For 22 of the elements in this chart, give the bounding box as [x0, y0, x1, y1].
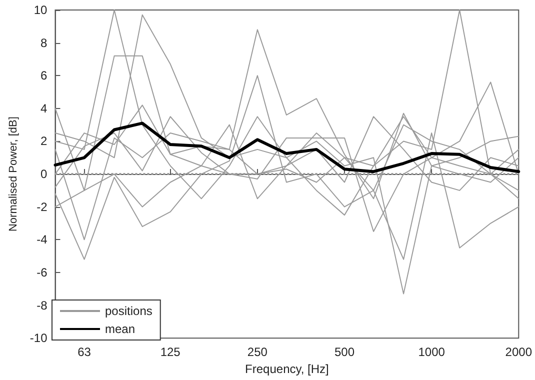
x-tick-label: 125	[160, 345, 181, 360]
y-tick-label: 4	[40, 101, 48, 116]
y-tick-label: -8	[36, 298, 48, 312]
y-tick-label: -6	[36, 265, 48, 280]
x-tick-label: 2000	[505, 345, 532, 360]
y-tick-label: -4	[36, 232, 48, 247]
x-tick-label: 250	[247, 345, 268, 360]
y-tick-label: 6	[40, 68, 48, 83]
y-tick-label: 2	[40, 134, 48, 148]
x-axis-title: Frequency, [Hz]	[245, 362, 329, 376]
x-tick-label: 63	[78, 345, 92, 360]
x-tick-label: 1000	[418, 345, 446, 360]
y-tick-label: -10	[30, 331, 48, 346]
y-tick-label: 8	[40, 36, 48, 50]
legend-label: mean	[105, 322, 136, 336]
x-tick-label: 500	[334, 345, 355, 360]
legend-label: positions	[105, 304, 152, 318]
y-tick-label: 10	[34, 3, 48, 17]
line-series	[54, 122, 520, 174]
y-tick-label: -2	[36, 200, 48, 214]
y-tick-label: 0	[40, 167, 48, 182]
y-axis-title: Normalised Power, [dB]	[8, 116, 20, 232]
